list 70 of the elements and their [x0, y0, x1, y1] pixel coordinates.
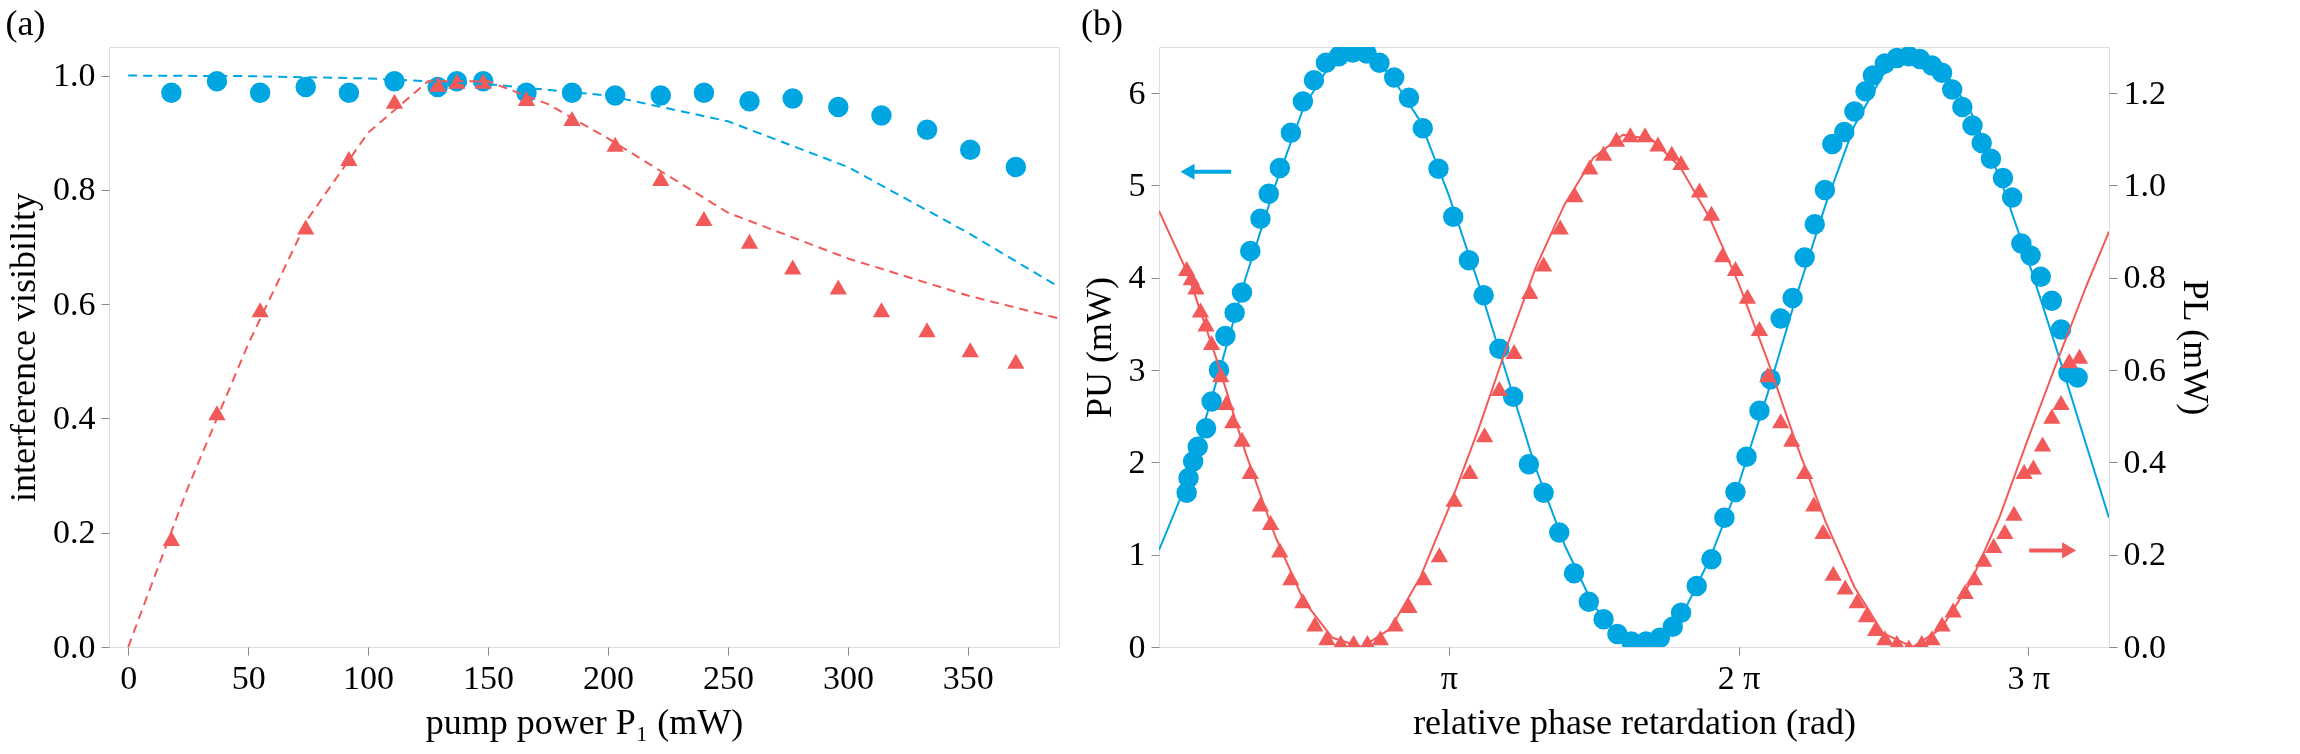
point — [606, 136, 624, 152]
y-tick-label: 0.8 — [53, 170, 96, 208]
point — [695, 210, 713, 226]
x-axis-title: relative phase retardation (rad) — [1413, 701, 1856, 742]
x-tick-label: 250 — [702, 658, 754, 696]
point — [249, 82, 271, 103]
point — [829, 279, 847, 295]
y2-tick-label: 1.2 — [2123, 73, 2166, 111]
x-tick-label: 150 — [463, 658, 515, 696]
x-tick-label: 100 — [343, 658, 395, 696]
point — [338, 82, 360, 103]
chart-title: (b) — [1081, 3, 1123, 43]
point — [871, 105, 892, 126]
point — [916, 119, 938, 141]
y2-axis-title: PL (mW) — [2176, 279, 2216, 416]
y-tick-label: 0.0 — [53, 627, 96, 665]
point — [604, 85, 626, 106]
x-tick-label: 50 — [231, 658, 266, 696]
point — [340, 150, 358, 166]
y-tick-label: 3 — [1128, 350, 1146, 388]
y-tick-label: 5 — [1128, 165, 1146, 203]
y-tick-label: 4 — [1128, 258, 1146, 296]
y-tick-label: 1.0 — [53, 56, 96, 94]
y2-tick-label: 0.2 — [2123, 535, 2166, 573]
x-axis-title: pump power P₁ (mW) — [425, 701, 744, 742]
point — [782, 88, 803, 109]
point — [693, 82, 715, 103]
chart-title: (a) — [5, 3, 46, 43]
point — [740, 233, 759, 249]
y2-tick-label: 1.0 — [2123, 165, 2166, 203]
x-tick-label: 0 — [120, 658, 138, 696]
point — [251, 302, 269, 318]
point — [206, 71, 228, 92]
point — [872, 302, 891, 318]
y-tick-label: 2 — [1128, 442, 1146, 480]
point — [961, 342, 979, 358]
point — [385, 93, 404, 109]
x-tick-label: 3 π — [2007, 658, 2051, 696]
y-tick-label: 6 — [1128, 73, 1146, 111]
y-tick-label: 0.6 — [53, 284, 96, 322]
x-tick-label: 2 π — [1717, 658, 1761, 696]
y-tick-label: 0 — [1128, 627, 1146, 665]
point — [739, 91, 760, 112]
point — [561, 82, 583, 103]
x-tick-label: 350 — [942, 658, 994, 696]
y-axis-title: interference visibility — [3, 193, 43, 502]
y-axis-title: PU (mW) — [1078, 277, 1119, 418]
point — [429, 76, 447, 92]
y-tick-label: 0.2 — [53, 513, 96, 551]
point — [295, 76, 316, 98]
point — [652, 170, 670, 186]
point — [959, 139, 981, 161]
x-tick-label: 300 — [822, 658, 874, 696]
point — [517, 90, 536, 106]
point — [1007, 353, 1025, 369]
y-tick-label: 1 — [1128, 535, 1146, 573]
point — [1005, 156, 1027, 178]
point — [918, 322, 936, 338]
point — [784, 259, 802, 275]
y2-tick-label: 0.6 — [2123, 350, 2166, 388]
y2-tick-label: 0.0 — [2123, 627, 2166, 665]
point — [828, 96, 849, 118]
y2-tick-label: 0.4 — [2123, 442, 2166, 480]
point — [297, 219, 315, 235]
point — [650, 85, 672, 106]
x-tick-label: π — [1440, 658, 1458, 696]
y2-tick-label: 0.8 — [2123, 258, 2166, 296]
y-tick-label: 0.4 — [53, 398, 96, 436]
point — [161, 82, 182, 103]
x-tick-label: 200 — [582, 658, 634, 696]
